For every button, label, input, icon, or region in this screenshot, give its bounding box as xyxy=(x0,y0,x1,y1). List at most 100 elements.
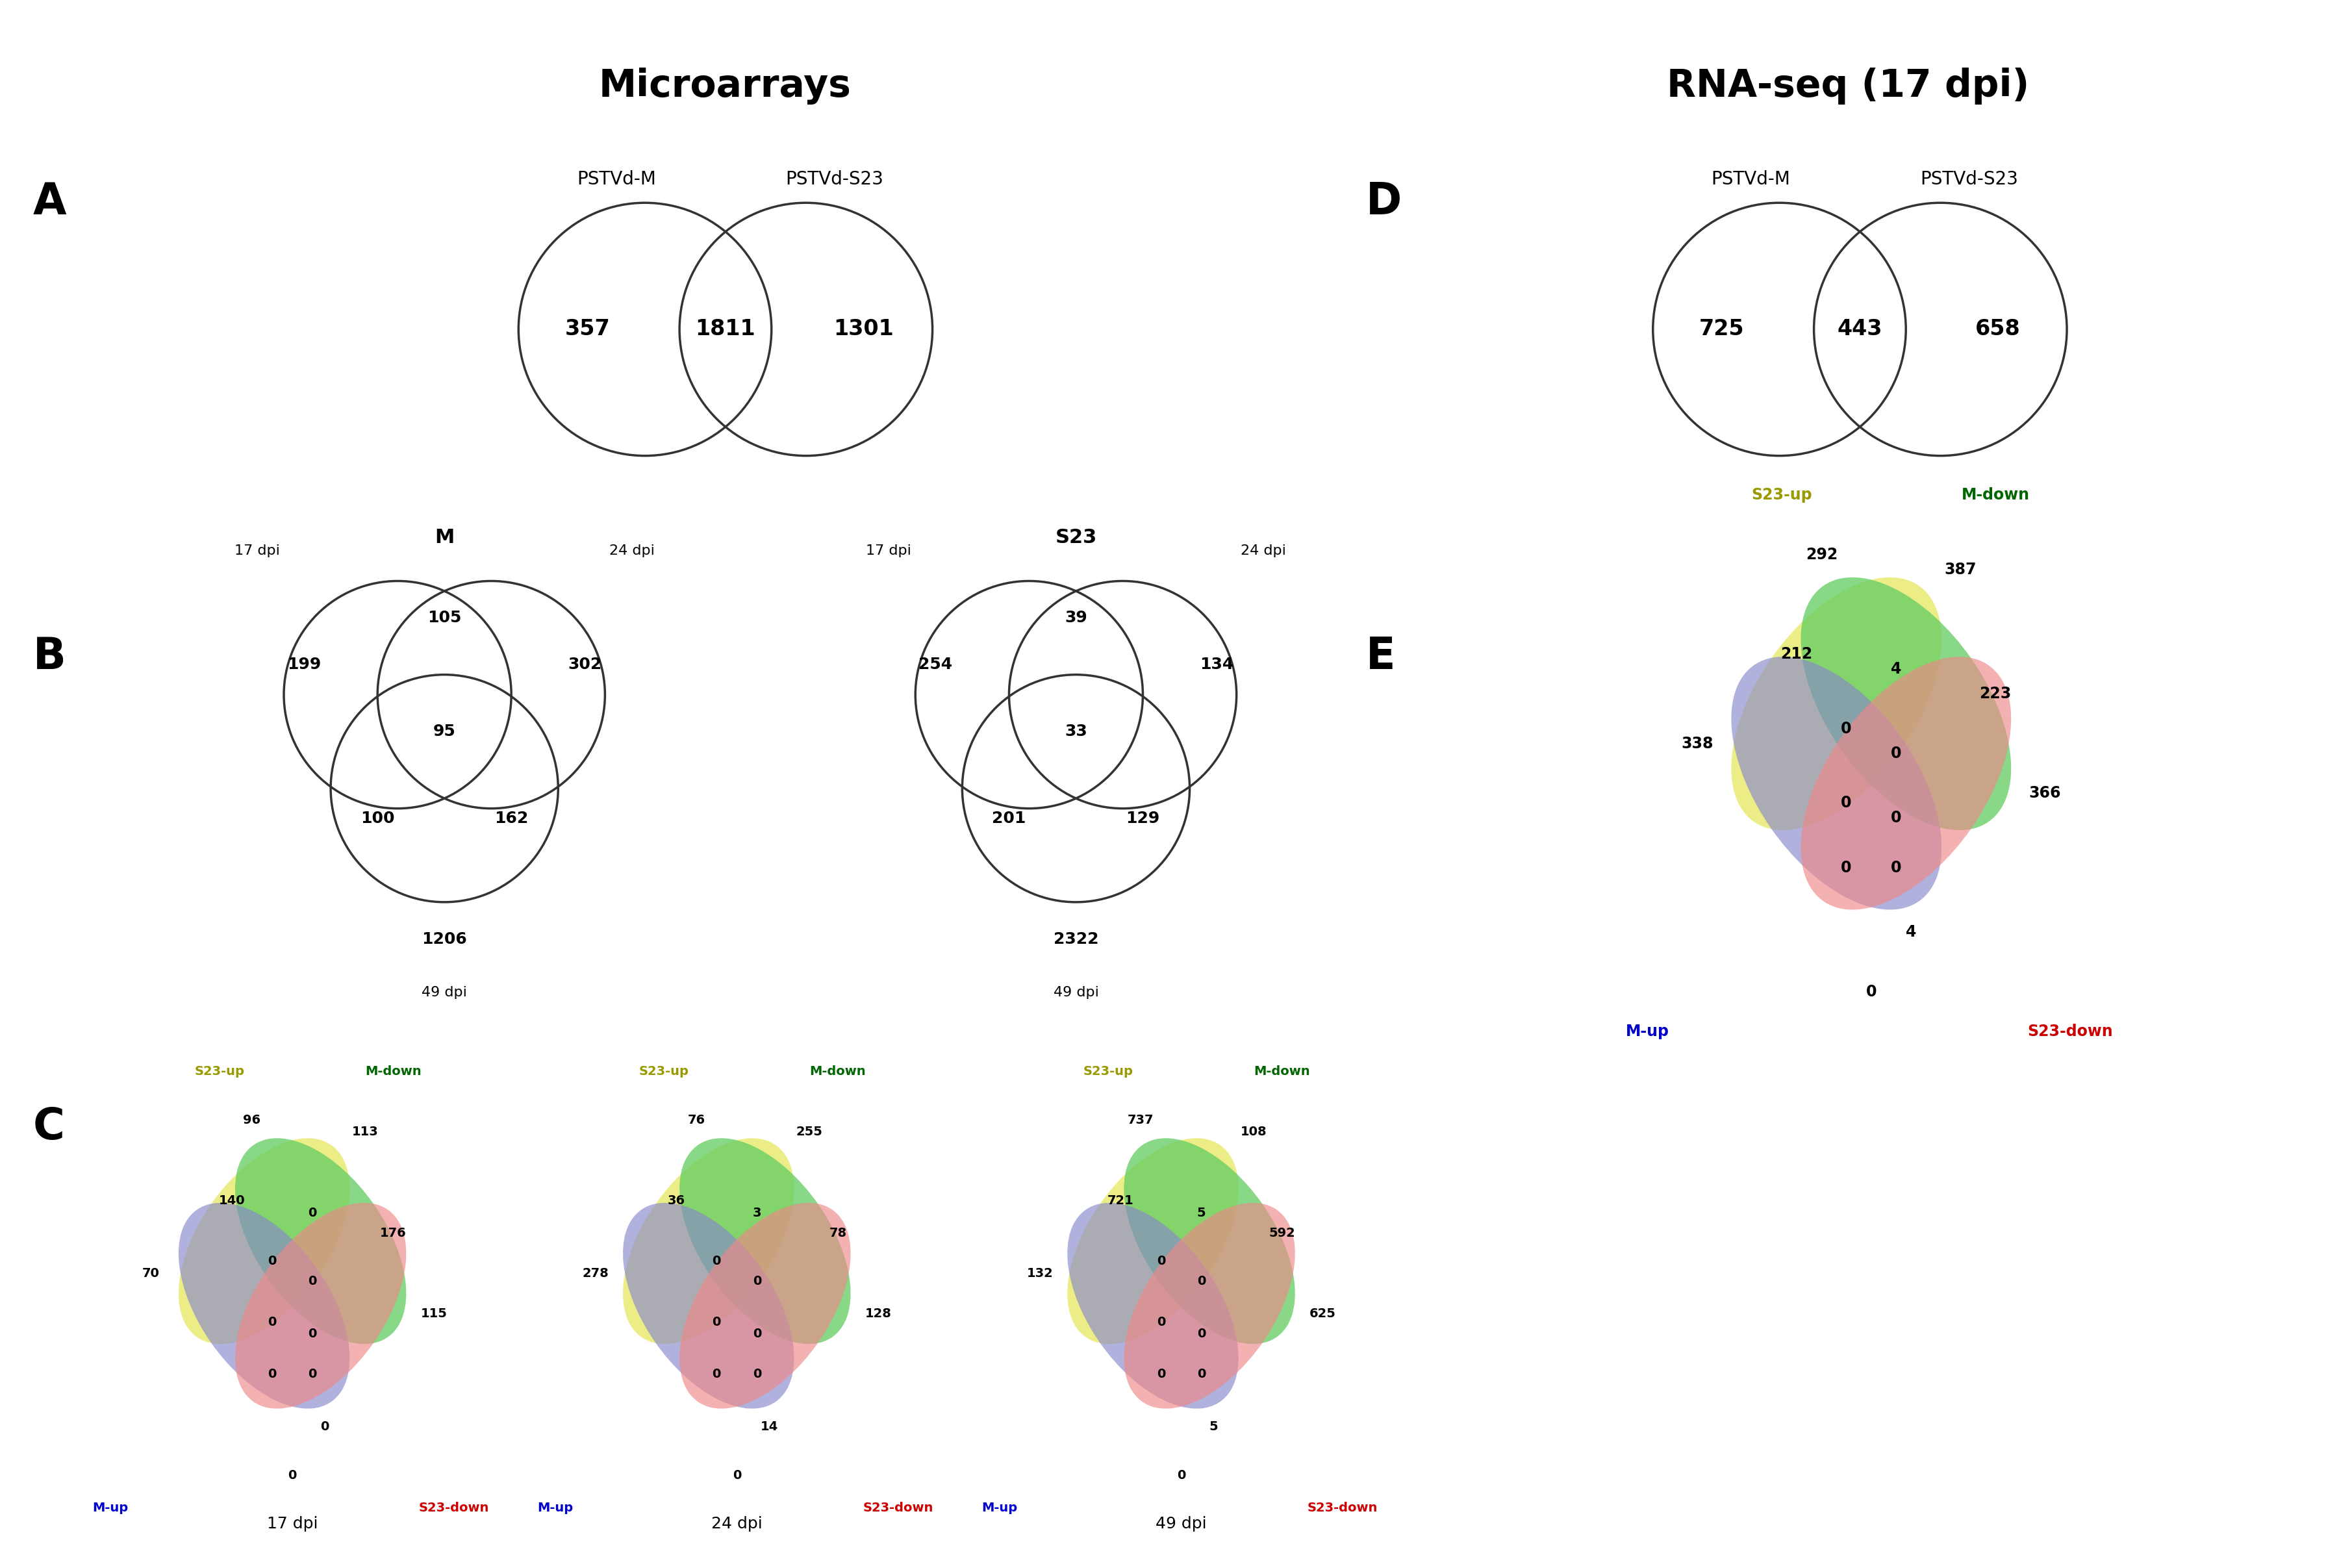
Ellipse shape xyxy=(1801,657,2012,909)
Ellipse shape xyxy=(681,1138,851,1344)
Text: S23-down: S23-down xyxy=(1308,1502,1378,1513)
Text: S23-up: S23-up xyxy=(639,1065,690,1077)
Text: 49 dpi: 49 dpi xyxy=(421,986,468,999)
Text: 24 dpi: 24 dpi xyxy=(1240,544,1286,557)
Text: 2322: 2322 xyxy=(1053,931,1099,947)
Text: 254: 254 xyxy=(919,657,952,673)
Text: 201: 201 xyxy=(992,811,1027,826)
Text: 0: 0 xyxy=(753,1275,760,1287)
Text: 0: 0 xyxy=(309,1275,316,1287)
Text: 255: 255 xyxy=(795,1126,823,1138)
Text: 725: 725 xyxy=(1700,318,1745,340)
Text: 0: 0 xyxy=(732,1469,741,1482)
Text: 1206: 1206 xyxy=(421,931,468,947)
Text: M: M xyxy=(435,528,454,547)
Text: 592: 592 xyxy=(1270,1226,1296,1239)
Text: 199: 199 xyxy=(288,657,320,673)
Ellipse shape xyxy=(1125,1138,1296,1344)
Text: 0: 0 xyxy=(1841,859,1852,875)
Text: M-down: M-down xyxy=(1254,1065,1310,1077)
Text: 0: 0 xyxy=(1158,1369,1165,1380)
Text: 338: 338 xyxy=(1682,735,1714,751)
Text: S23-down: S23-down xyxy=(2028,1024,2112,1040)
Text: 292: 292 xyxy=(1806,547,1838,563)
Text: 105: 105 xyxy=(428,610,461,626)
Text: 0: 0 xyxy=(269,1254,276,1267)
Text: 0: 0 xyxy=(1841,721,1852,737)
Text: B: B xyxy=(33,635,65,677)
Text: 0: 0 xyxy=(309,1207,316,1218)
Text: S23-down: S23-down xyxy=(863,1502,933,1513)
Text: 4: 4 xyxy=(1906,925,1916,939)
Text: 0: 0 xyxy=(713,1316,720,1328)
Text: 24 dpi: 24 dpi xyxy=(608,544,655,557)
Text: 5: 5 xyxy=(1198,1207,1207,1218)
Text: 0: 0 xyxy=(1158,1254,1165,1267)
Text: 0: 0 xyxy=(309,1369,316,1380)
Text: M-up: M-up xyxy=(538,1502,573,1513)
Ellipse shape xyxy=(681,1203,851,1408)
Text: 443: 443 xyxy=(1838,318,1883,340)
Ellipse shape xyxy=(178,1203,349,1408)
Ellipse shape xyxy=(1067,1138,1237,1344)
Text: 128: 128 xyxy=(865,1308,891,1320)
Text: 0: 0 xyxy=(320,1421,330,1433)
Text: 162: 162 xyxy=(494,811,529,826)
Text: M-up: M-up xyxy=(982,1502,1017,1513)
Text: 39: 39 xyxy=(1064,610,1088,626)
Text: 70: 70 xyxy=(143,1267,159,1279)
Text: 108: 108 xyxy=(1240,1126,1268,1138)
Text: 5: 5 xyxy=(1209,1421,1219,1433)
Text: 0: 0 xyxy=(713,1369,720,1380)
Ellipse shape xyxy=(1125,1203,1296,1408)
Text: 0: 0 xyxy=(713,1254,720,1267)
Text: 0: 0 xyxy=(1158,1316,1165,1328)
Ellipse shape xyxy=(622,1138,793,1344)
Text: 0: 0 xyxy=(1890,746,1902,760)
Text: 387: 387 xyxy=(1944,561,1976,577)
Text: 1301: 1301 xyxy=(833,318,893,340)
Text: 115: 115 xyxy=(421,1308,447,1320)
Text: S23-up: S23-up xyxy=(1752,488,1813,503)
Text: 0: 0 xyxy=(1198,1275,1205,1287)
Text: 737: 737 xyxy=(1127,1113,1153,1126)
Text: M-down: M-down xyxy=(1960,488,2030,503)
Text: 0: 0 xyxy=(753,1328,760,1341)
Text: Microarrays: Microarrays xyxy=(599,67,851,105)
Text: 49 dpi: 49 dpi xyxy=(1053,986,1099,999)
Text: 0: 0 xyxy=(1890,859,1902,875)
Text: 76: 76 xyxy=(688,1113,704,1126)
Text: 0: 0 xyxy=(1867,985,1876,999)
Text: 17 dpi: 17 dpi xyxy=(234,544,281,557)
Text: 0: 0 xyxy=(1198,1369,1205,1380)
Text: 658: 658 xyxy=(1974,318,2021,340)
Text: 129: 129 xyxy=(1125,811,1160,826)
Text: 132: 132 xyxy=(1027,1267,1053,1279)
Text: 96: 96 xyxy=(243,1113,260,1126)
Text: 17 dpi: 17 dpi xyxy=(267,1516,318,1532)
Text: 0: 0 xyxy=(1841,795,1852,811)
Ellipse shape xyxy=(236,1138,407,1344)
Text: 0: 0 xyxy=(753,1369,760,1380)
Text: PSTVd-S23: PSTVd-S23 xyxy=(786,171,884,188)
Text: 100: 100 xyxy=(360,811,395,826)
Text: 17 dpi: 17 dpi xyxy=(865,544,912,557)
Ellipse shape xyxy=(1731,657,1941,909)
Text: M-down: M-down xyxy=(809,1065,865,1077)
Ellipse shape xyxy=(1731,577,1941,829)
Text: 24 dpi: 24 dpi xyxy=(711,1516,763,1532)
Text: 134: 134 xyxy=(1200,657,1233,673)
Text: 212: 212 xyxy=(1780,646,1813,662)
Text: 78: 78 xyxy=(828,1226,847,1239)
Text: 0: 0 xyxy=(288,1469,297,1482)
Ellipse shape xyxy=(1067,1203,1237,1408)
Text: 49 dpi: 49 dpi xyxy=(1155,1516,1207,1532)
Ellipse shape xyxy=(1801,577,2012,829)
Ellipse shape xyxy=(236,1203,407,1408)
Text: C: C xyxy=(33,1105,65,1148)
Text: PSTVd-S23: PSTVd-S23 xyxy=(1920,171,2019,188)
Text: 176: 176 xyxy=(381,1226,407,1239)
Text: D: D xyxy=(1366,180,1401,223)
Text: 36: 36 xyxy=(667,1195,685,1207)
Text: 721: 721 xyxy=(1106,1195,1134,1207)
